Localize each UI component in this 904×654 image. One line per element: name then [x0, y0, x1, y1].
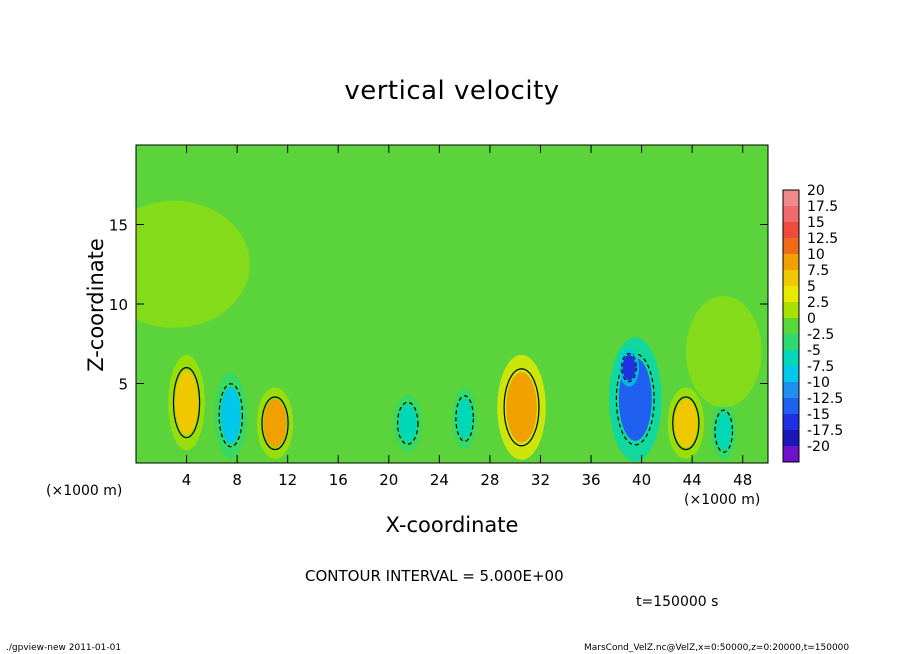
x-tick-label-1: 8: [232, 471, 242, 489]
x-axis-label: X-coordinate: [0, 513, 904, 537]
x-tick-label-8: 36: [581, 471, 600, 489]
colorbar: 2017.51512.5107.552.50-2.5-5-7.5-10-12.5…: [782, 183, 843, 463]
colorbar-label-16: -20: [807, 439, 830, 455]
colorbar-label-11: -7.5: [807, 359, 834, 375]
colorbar-swatch-0: [783, 190, 799, 206]
colorbar-swatch-15: [783, 430, 799, 446]
y-axis: 5 10 15: [109, 217, 768, 394]
contour-3: [503, 368, 540, 447]
field-core-3: [506, 372, 537, 443]
x-tick-label-6: 28: [480, 471, 499, 489]
chart-title: vertical velocity: [344, 76, 560, 106]
field-core-8: [398, 404, 417, 443]
x-tick-label-4: 20: [379, 471, 398, 489]
x-tick-label-7: 32: [531, 471, 550, 489]
colorbar-swatch-10: [783, 350, 799, 366]
field-core-9: [716, 412, 732, 451]
field-core-1: [263, 399, 287, 448]
colorbar-label-12: -10: [807, 375, 830, 391]
x-axis-label-text: X-coordinate: [385, 513, 519, 537]
time-label: t=150000 s: [636, 594, 719, 610]
colorbar-swatch-1: [783, 206, 799, 222]
y-axis-unit: (×1000 m): [46, 483, 123, 499]
contour-0: [172, 366, 201, 439]
field-core-5: [622, 354, 636, 381]
field-patch-11: [685, 296, 762, 408]
contour-6: [672, 396, 700, 451]
contour-interval-label: CONTOUR INTERVAL = 5.000E+00: [305, 567, 564, 585]
y-tick-label-2: 15: [109, 217, 128, 235]
x-tick-label-3: 16: [329, 471, 348, 489]
colorbar-label-5: 7.5: [807, 263, 829, 279]
colorbar-label-15: -17.5: [807, 423, 843, 439]
field-core-6: [674, 399, 698, 448]
colorbar-label-2: 15: [807, 215, 825, 231]
colorbar-label-14: -15: [807, 407, 830, 423]
colorbar-swatch-6: [783, 286, 799, 302]
x-axis-unit: (×1000 m): [684, 492, 761, 508]
plot-area: [135, 144, 769, 464]
footer-right-text: MarsCond_VelZ.nc@VelZ,x=0:50000,z=0:2000…: [584, 643, 850, 653]
colorbar-label-3: 12.5: [807, 231, 838, 247]
x-axis: 4 8 12 16 20 24 28 32 36 40 44 48: [182, 145, 752, 489]
x-tick-label-2: 12: [278, 471, 297, 489]
x-tick-label-10: 44: [683, 471, 702, 489]
colorbar-label-8: 0: [807, 311, 816, 327]
field-core-0: [175, 370, 198, 435]
x-tick-label-5: 24: [430, 471, 449, 489]
colorbar-swatch-13: [783, 398, 799, 414]
colorbar-swatch-14: [783, 414, 799, 430]
contour-2: [218, 383, 244, 448]
colorbar-label-9: -2.5: [807, 327, 834, 343]
colorbar-swatch-12: [783, 382, 799, 398]
colorbar-swatch-2: [783, 222, 799, 238]
y-tick-label-0: 5: [118, 376, 128, 394]
contour-7: [455, 395, 474, 442]
contour-5: [621, 353, 637, 383]
field-core-7: [457, 397, 473, 440]
colorbar-label-4: 10: [807, 247, 825, 263]
x-tick-label-9: 40: [632, 471, 651, 489]
colorbar-swatch-4: [783, 254, 799, 270]
colorbar-swatch-5: [783, 270, 799, 286]
velocity-field: [136, 200, 762, 462]
y-tick-label-1: 10: [109, 296, 128, 314]
colorbar-label-1: 17.5: [807, 199, 838, 215]
colorbar-label-0: 20: [807, 183, 825, 199]
x-tick-label-0: 4: [182, 471, 192, 489]
contour-1: [261, 396, 289, 451]
colorbar-swatch-16: [783, 446, 799, 462]
contour-8: [396, 401, 419, 445]
colorbar-frame: [782, 189, 800, 463]
colorbar-swatch-9: [783, 334, 799, 350]
colorbar-swatch-8: [783, 318, 799, 334]
x-tick-label-11: 48: [733, 471, 752, 489]
field-core-2: [220, 386, 241, 444]
colorbar-label-10: -5: [807, 343, 821, 359]
footer-left-text: ./gpview-new 2011-01-01: [6, 643, 122, 653]
colorbar-label-7: 2.5: [807, 295, 829, 311]
colorbar-label-6: 5: [807, 279, 816, 295]
colorbar-label-13: -12.5: [807, 391, 843, 407]
colorbar-swatch-11: [783, 366, 799, 382]
field-patch-10: [136, 200, 250, 328]
colorbar-swatch-3: [783, 238, 799, 254]
colorbar-swatch-7: [783, 302, 799, 318]
contour-9: [714, 409, 734, 453]
